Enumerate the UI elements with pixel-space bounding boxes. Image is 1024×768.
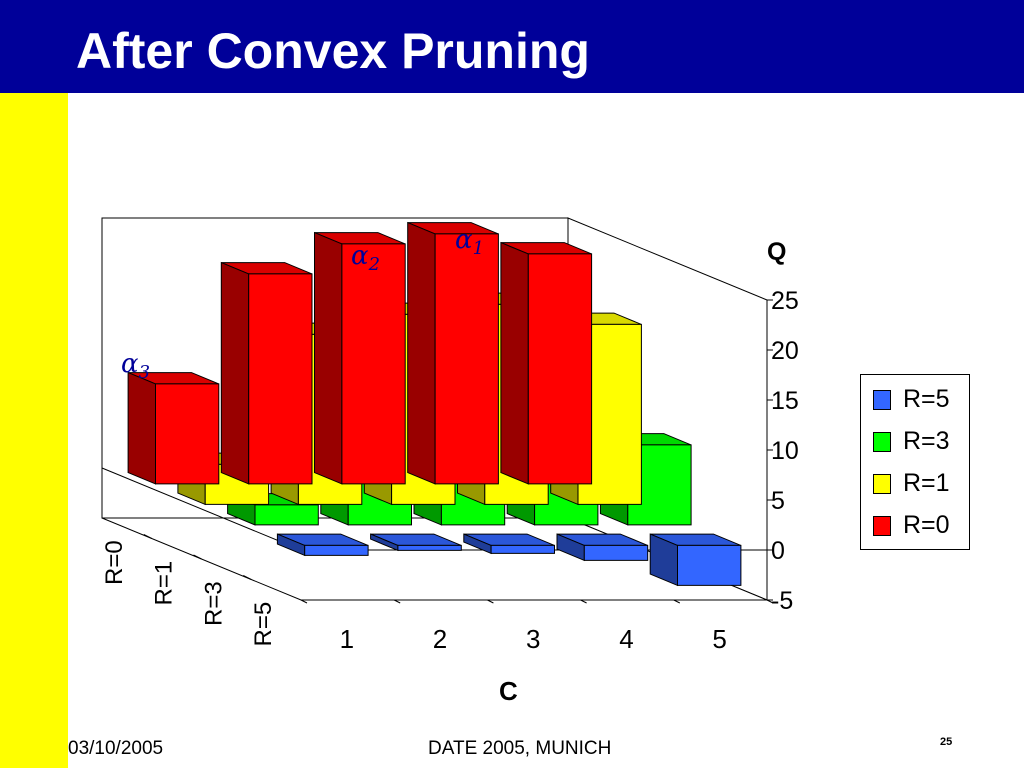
y-tick-label: 0 (771, 537, 785, 565)
bar-front-R=5-c2 (397, 544, 462, 551)
legend-swatch (873, 474, 891, 494)
bar-side-R=0-c4 (407, 221, 436, 485)
bar-front-R=5-c1 (304, 544, 369, 556)
x-tick (300, 599, 308, 604)
y-tick-label: -5 (771, 587, 793, 615)
y-tick-label: 10 (771, 437, 799, 465)
legend-swatch (873, 516, 891, 536)
alpha-annotation-2: α2 (351, 241, 380, 275)
footer-event: DATE 2005, MUNICH (428, 738, 612, 759)
bar-front-R=0-c2 (248, 273, 313, 485)
alpha-annotation-1: α1 (455, 225, 484, 259)
zero-line-side (101, 467, 302, 551)
x-tick-label: 1 (340, 624, 354, 654)
x-tick (580, 599, 587, 604)
slide-title: After Convex Pruning (76, 23, 590, 79)
depth-tick-label: R=1 (151, 561, 178, 606)
title-bar (0, 0, 1024, 93)
x-tick (393, 599, 401, 604)
x-tick-label: 5 (712, 624, 726, 654)
bar-front-R=5-c3 (490, 544, 555, 554)
depth-tick (143, 534, 152, 539)
x-tick-label: 3 (526, 624, 540, 654)
legend-swatch (873, 390, 891, 410)
y-tick-label: 5 (771, 487, 785, 515)
depth-tick-label: R=5 (250, 602, 277, 647)
bar-side-R=0-c3 (314, 231, 343, 485)
legend-swatch (873, 432, 891, 452)
x-tick (673, 599, 681, 604)
legend-label: R=5 (903, 385, 950, 413)
x-tick (487, 599, 494, 604)
page-number: 25 (940, 736, 953, 748)
bar-front-R=0-c3 (341, 243, 406, 485)
side-accent-bar (0, 93, 68, 768)
bar-front-R=5-c5 (677, 544, 742, 586)
legend-label: R=0 (903, 511, 950, 539)
bar-front-R=0-c4 (434, 233, 499, 485)
bar-front-R=3-c1 (254, 504, 319, 526)
chart-legend: R=5 R=3 R=1 R=0 (860, 374, 970, 550)
x-tick-label: 2 (433, 624, 447, 654)
footer-date: 03/10/2005 (68, 738, 164, 759)
depth-tick (243, 575, 252, 580)
x-tick-label: 4 (619, 624, 633, 654)
y-tick-label: 25 (771, 287, 799, 315)
bar-front-R=0-c1 (155, 383, 220, 485)
bar-front-R=0-c5 (527, 253, 593, 485)
bar-side-R=0-c1 (127, 371, 156, 485)
bar-side-R=0-c2 (220, 261, 250, 485)
x-axis-title: C (499, 676, 518, 706)
depth-tick-label: R=3 (200, 581, 227, 626)
bar-front-R=5-c4 (583, 544, 649, 561)
legend-label: R=3 (903, 427, 950, 455)
y-tick-label: 15 (771, 387, 799, 415)
legend-label: R=1 (903, 469, 950, 497)
y-tick-label: 20 (771, 337, 799, 365)
bar-side-R=0-c5 (500, 241, 529, 485)
depth-tick (193, 554, 202, 560)
alpha-annotation-3: α3 (121, 349, 150, 383)
y-axis-title: Q (767, 238, 786, 266)
depth-tick-label: R=0 (101, 540, 128, 585)
